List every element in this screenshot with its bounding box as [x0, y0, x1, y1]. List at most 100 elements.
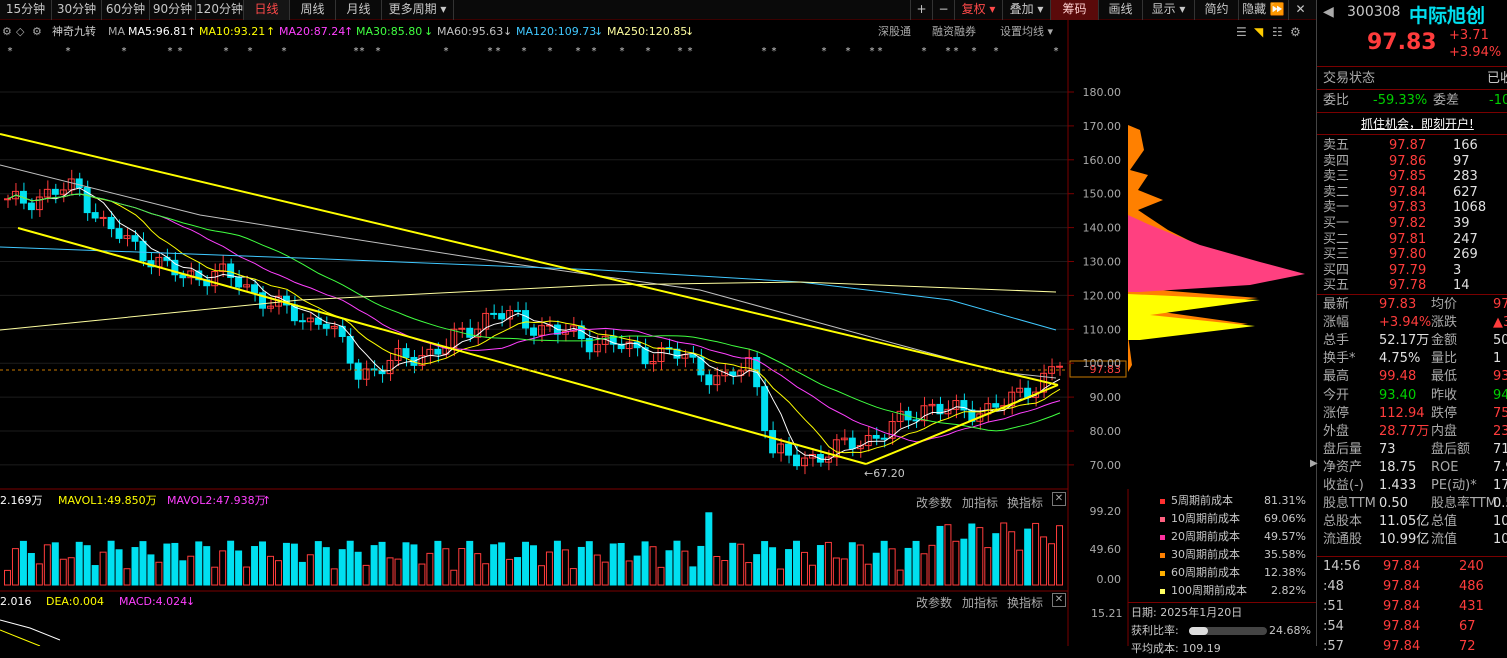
- tick-row[interactable]: :51 97.84 431: [1317, 599, 1507, 615]
- hide-button[interactable]: 隐藏 ⏩: [1238, 0, 1288, 20]
- tick-row[interactable]: 14:56 97.84 240: [1317, 559, 1507, 575]
- volume-bar: [1048, 543, 1056, 586]
- quote-row[interactable]: 换手* 4.75% 量比 1: [1317, 351, 1507, 367]
- candle-body: [769, 430, 777, 454]
- cost-label: 10周期前成本: [1171, 512, 1240, 525]
- bid-row[interactable]: 买一 97.82 39: [1317, 216, 1507, 232]
- low-price-label: ←67.20: [864, 467, 905, 480]
- chevron-down-icon[interactable]: ◇: [16, 25, 25, 38]
- candle-body: [11, 190, 19, 200]
- macd-close-icon[interactable]: ✕: [1052, 593, 1066, 607]
- tick-row[interactable]: :54 97.84 67: [1317, 619, 1507, 635]
- macd-axis-value: 15.21: [1091, 607, 1123, 620]
- chips-button[interactable]: 筹码: [1050, 0, 1098, 20]
- tab-15min[interactable]: 15分钟: [0, 0, 52, 20]
- nine-turn-marker: *: [822, 46, 827, 57]
- cost-dot: [1160, 534, 1165, 540]
- ask-row[interactable]: 卖四 97.86 97: [1317, 154, 1507, 170]
- vol-add-indicator-button[interactable]: 加指标: [962, 496, 999, 510]
- vol-param-button[interactable]: 改参数: [916, 496, 953, 510]
- quote-value-2: 93: [1493, 369, 1507, 385]
- volume-bar: [426, 552, 434, 586]
- quote-row[interactable]: 涨幅 +3.94%涨跌 ▲3: [1317, 315, 1507, 331]
- quote-row[interactable]: 净资产 18.75 ROE 7.9: [1317, 460, 1507, 476]
- tab-daily[interactable]: 日线: [244, 0, 290, 20]
- draw-line-button[interactable]: 画线: [1098, 0, 1142, 20]
- ask-row[interactable]: 卖一 97.83 1068: [1317, 200, 1507, 216]
- quote-row[interactable]: 涨停 112.94 跌停 75: [1317, 406, 1507, 422]
- quote-row[interactable]: 最高 99.48 最低 93: [1317, 369, 1507, 385]
- tick-row[interactable]: :57 97.84 72: [1317, 639, 1507, 655]
- volume-bar: [657, 566, 665, 586]
- chip-settings-icon[interactable]: ⚙: [1290, 25, 1301, 39]
- volume-bar: [506, 558, 514, 586]
- bid-row[interactable]: 买三 97.80 269: [1317, 247, 1507, 263]
- macd-switch-indicator-button[interactable]: 换指标: [1007, 596, 1044, 610]
- ask-row[interactable]: 卖五 97.87 166: [1317, 138, 1507, 154]
- ask-volume: 97: [1453, 153, 1470, 169]
- quote-row[interactable]: 盘后量 73 盘后额 71.: [1317, 442, 1507, 458]
- margin-trading-button[interactable]: 融资融券: [932, 25, 976, 38]
- bid-price: 97.81: [1389, 231, 1427, 247]
- nine-turn-marker: *: [592, 46, 597, 57]
- fuquan-dropdown[interactable]: 复权 ▾: [954, 0, 1002, 20]
- more-periods-dropdown[interactable]: 更多周期 ▾: [382, 0, 454, 20]
- ask-row[interactable]: 卖三 97.85 283: [1317, 169, 1507, 185]
- bid-row[interactable]: 买五 97.78 14: [1317, 278, 1507, 294]
- macd-add-indicator-button[interactable]: 加指标: [962, 596, 999, 610]
- candle-body: [434, 348, 442, 355]
- quote-value-2: 17: [1493, 478, 1507, 493]
- set-ma-dropdown[interactable]: 设置均线 ▾: [1000, 25, 1054, 38]
- macd-param-button[interactable]: 改参数: [916, 596, 953, 610]
- display-dropdown[interactable]: 显示 ▾: [1142, 0, 1194, 20]
- volume-bar: [227, 540, 235, 586]
- candle-body: [641, 347, 649, 365]
- price-axis-label: 170.00: [1083, 120, 1122, 133]
- indicator-name[interactable]: 神奇九转: [52, 25, 96, 38]
- tab-120min[interactable]: 120分钟: [196, 0, 244, 20]
- tab-60min[interactable]: 60分钟: [102, 0, 150, 20]
- volume-value: 2.169万: [0, 494, 43, 507]
- macd-dea-line: [0, 629, 41, 646]
- ask-row[interactable]: 卖二 97.84 627: [1317, 185, 1507, 201]
- volume-bar: [569, 568, 577, 586]
- tab-90min[interactable]: 90分钟: [150, 0, 196, 20]
- tab-monthly[interactable]: 月线: [336, 0, 382, 20]
- nine-turn-marker: *: [620, 46, 625, 57]
- close-icon[interactable]: ✕: [1288, 0, 1312, 20]
- open-account-link[interactable]: 抓住机会，即刻开户!: [1361, 117, 1474, 131]
- gear-icon[interactable]: ⚙: [32, 25, 42, 38]
- overlay-dropdown[interactable]: 叠加 ▾: [1002, 0, 1050, 20]
- panel-collapse-handle[interactable]: ▶: [1310, 458, 1318, 469]
- bid-row[interactable]: 买二 97.81 247: [1317, 232, 1507, 248]
- back-arrow-icon[interactable]: ◀: [1323, 4, 1334, 20]
- settings-small-icon[interactable]: ⚙: [2, 25, 12, 38]
- bid-row[interactable]: 买四 97.79 3: [1317, 263, 1507, 279]
- quote-row[interactable]: 最新 97.83 均价 97: [1317, 297, 1507, 313]
- tick-row[interactable]: :48 97.84 486: [1317, 579, 1507, 595]
- candle-body: [777, 443, 785, 454]
- quote-row[interactable]: 今开 93.40 昨收 94: [1317, 388, 1507, 404]
- chip-list-icon[interactable]: ☷: [1272, 25, 1283, 39]
- nine-turn-marker: *: [922, 46, 927, 57]
- zoom-out-button[interactable]: −: [932, 0, 954, 20]
- zoom-in-button[interactable]: +: [910, 0, 932, 20]
- divider: [1317, 112, 1507, 113]
- tab-30min[interactable]: 30分钟: [52, 0, 102, 20]
- shengu-button[interactable]: 深股通: [878, 25, 911, 38]
- nine-turn-marker: *: [994, 46, 999, 57]
- chip-line-icon[interactable]: ☰: [1236, 25, 1247, 39]
- chip-flag-icon[interactable]: ◥: [1254, 25, 1264, 39]
- kline-chart[interactable]: * * * * * * * * * * * * * * * * * * * * * * * * * * * * * * * * * * 97.83…: [0, 0, 1316, 646]
- quote-row[interactable]: 收益(-) 1.433 PE(动)* 17: [1317, 478, 1507, 494]
- vol-switch-indicator-button[interactable]: 换指标: [1007, 496, 1044, 510]
- simple-button[interactable]: 简约: [1194, 0, 1238, 20]
- candle-body: [992, 403, 1000, 408]
- vol-close-icon[interactable]: ✕: [1052, 492, 1066, 506]
- tab-weekly[interactable]: 周线: [290, 0, 336, 20]
